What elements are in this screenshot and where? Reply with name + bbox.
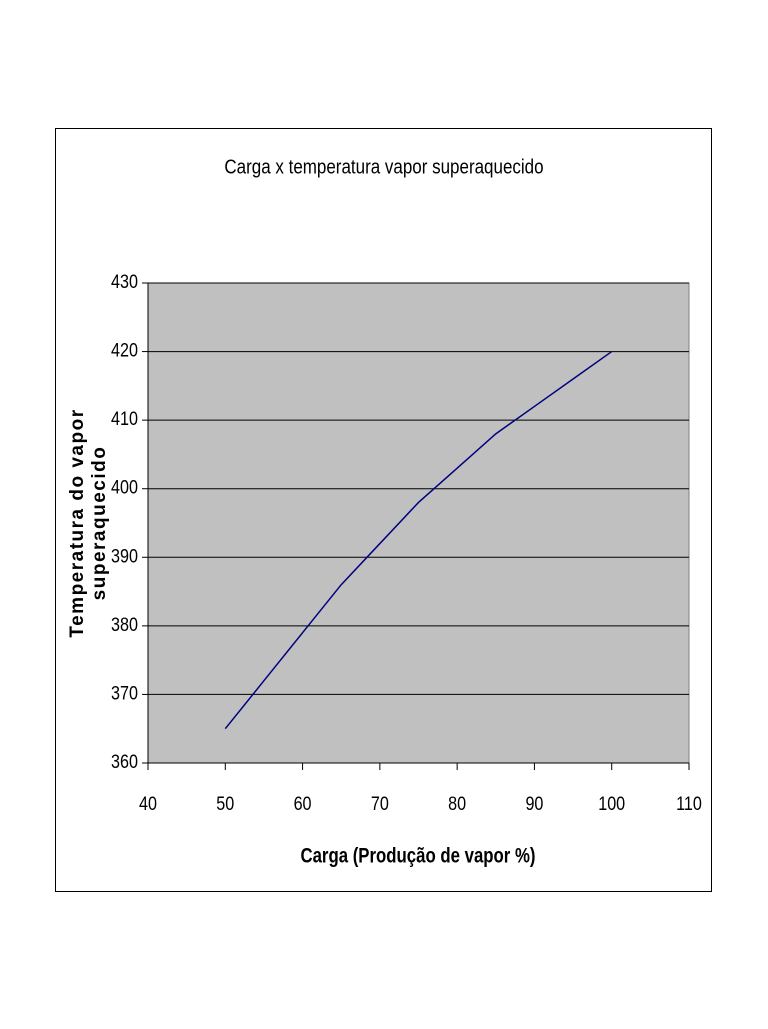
- y-tick-label: 420: [111, 339, 138, 361]
- y-tick-label: 370: [111, 682, 138, 704]
- y-axis-label: Temperatura do vapor superaquecido: [67, 408, 110, 637]
- x-axis-label: Carga (Produção de vapor %): [300, 845, 535, 868]
- y-tick-label: 430: [111, 271, 138, 293]
- y-axis-label-line: superaquecido: [89, 446, 110, 601]
- y-tick-label: 410: [111, 408, 138, 430]
- y-tick-label: 380: [111, 614, 138, 636]
- y-tick-label: 360: [111, 751, 138, 773]
- y-axis-label-line: Temperatura do vapor: [67, 408, 88, 637]
- x-tick-label: 110: [676, 793, 702, 815]
- x-tick-label: 50: [216, 793, 234, 815]
- y-tick-label: 400: [111, 476, 138, 498]
- y-tick-label: 390: [111, 545, 138, 567]
- x-tick-label: 80: [448, 793, 466, 815]
- line-series: [224, 350, 613, 730]
- plot-area: [147, 282, 690, 764]
- x-tick-label: 70: [371, 793, 389, 815]
- x-tick-label: 40: [139, 793, 157, 815]
- x-tick-label: 100: [598, 793, 625, 815]
- x-tick-label: 90: [525, 793, 543, 815]
- chart-title: Carga x temperatura vapor superaquecido: [224, 155, 543, 178]
- x-tick-label: 60: [294, 793, 312, 815]
